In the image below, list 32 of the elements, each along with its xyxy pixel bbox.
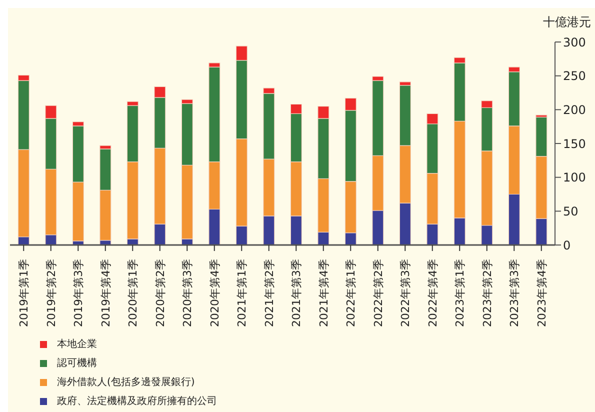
x-tick-label: 2019年第1季: [18, 259, 31, 327]
x-tick-label: 2022年第3季: [399, 259, 412, 327]
legend-label: 本地企業: [57, 338, 97, 351]
x-tick-label: 2022年第2季: [372, 259, 385, 327]
x-tick-label: 2023年第3季: [508, 259, 522, 327]
y-tick-label: 300: [563, 35, 586, 50]
x-tick-label: 2022年第4季: [426, 259, 440, 327]
y-tick-label: 150: [563, 136, 586, 151]
x-tick-label: 2022年第1季: [344, 259, 358, 327]
y-tick-label: 50: [563, 204, 578, 218]
x-tick-label: 2020年第4季: [208, 259, 222, 327]
y-tick-label: 0: [563, 238, 571, 252]
x-tick-label: 2020年第2季: [154, 259, 167, 327]
x-tick-label: 2019年第4季: [99, 259, 112, 327]
y-tick-label: 100: [563, 170, 586, 185]
x-tick-label: 2021年第3季: [290, 259, 304, 327]
x-tick-label: 2023年第1季: [454, 259, 467, 327]
x-tick-label: 2023年第2季: [480, 259, 494, 327]
x-tick-label: 2020年第1季: [126, 259, 140, 327]
legend-label: 認可機構: [57, 356, 97, 370]
x-tick-label: 2019年第2季: [44, 259, 58, 327]
legend-label: 政府、法定機構及政府所擁有的公司: [57, 394, 217, 408]
x-tick-label: 2021年第4季: [317, 259, 330, 327]
y-axis-title: 十億港元: [543, 14, 591, 31]
y-tick-label: 250: [563, 69, 586, 84]
y-tick-label: 200: [563, 102, 586, 117]
x-tick-label: 2021年第1季: [236, 259, 249, 327]
x-tick-label: 2020年第3季: [181, 259, 194, 327]
x-tick-label: 2023年第4季: [535, 259, 548, 327]
x-tick-label: 2021年第2季: [262, 259, 276, 327]
legend-label: 海外借款人(包括多邊發展銀行): [57, 376, 195, 389]
x-tick-label: 2019年第3季: [72, 259, 86, 327]
